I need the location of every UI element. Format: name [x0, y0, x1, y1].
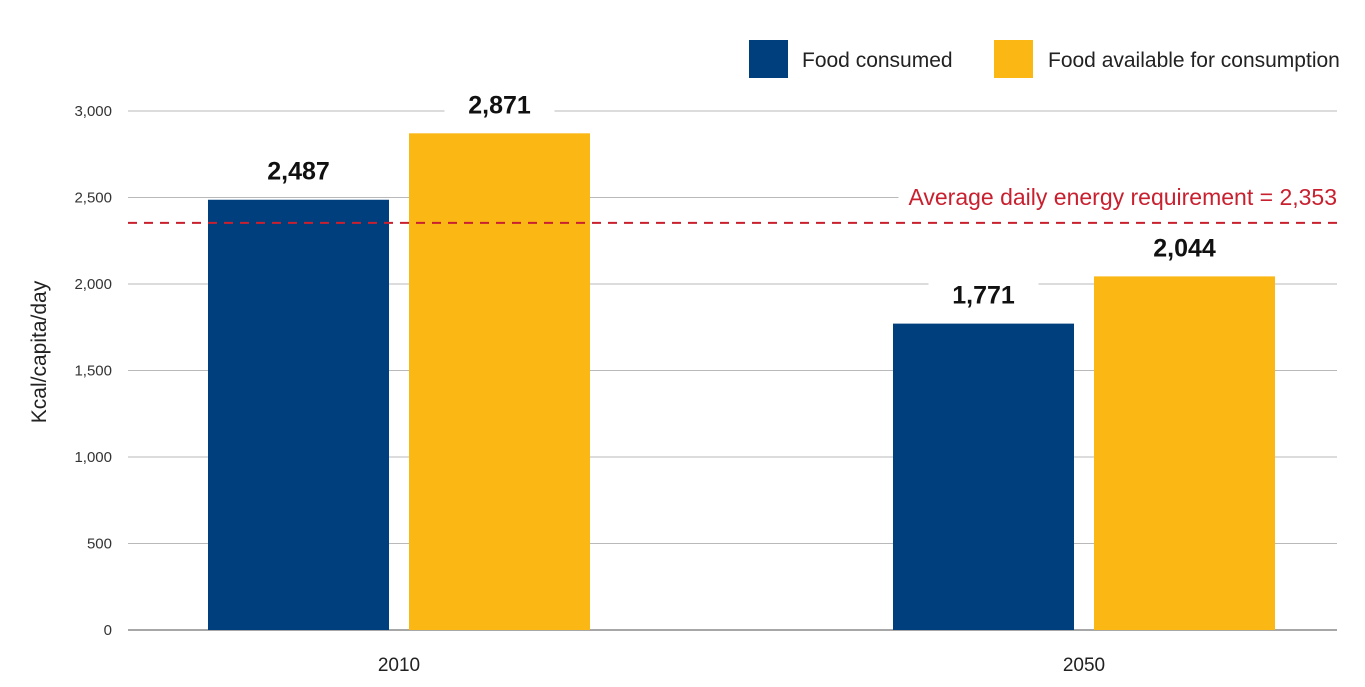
legend-swatch [749, 40, 788, 78]
data-label: 2,487 [267, 158, 330, 186]
data-label-background [444, 86, 555, 123]
data-label-background [1129, 229, 1240, 266]
bar-2010-food-available [409, 133, 590, 630]
y-axis-ticks: 0 500 1,000 1,500 2,000 2,500 3,000 [74, 103, 112, 639]
data-label-background [928, 276, 1039, 313]
y-tick-label: 1,000 [74, 449, 112, 466]
legend-label: Food consumed [802, 49, 953, 72]
data-label: 2,871 [468, 91, 531, 119]
bar-2010-food-consumed [208, 199, 389, 630]
x-category-label: 2050 [1063, 655, 1105, 676]
bar-2050-food-consumed [893, 323, 1074, 630]
x-axis-categories: 2010 2050 [378, 655, 1105, 676]
data-labels: 2,487 2,871 1,771 2,044 [243, 86, 1240, 313]
bar-2050-food-available [1094, 276, 1275, 630]
reference-line-label: Average daily energy requirement = 2,353 [908, 184, 1337, 210]
reference-line-group: Average daily energy requirement = 2,353 [128, 182, 1339, 224]
data-label: 2,044 [1153, 234, 1216, 262]
y-tick-label: 3,000 [74, 103, 112, 120]
data-label: 1,771 [952, 282, 1015, 310]
y-tick-label: 0 [104, 622, 112, 639]
bars [208, 133, 1275, 630]
reference-label-background [898, 182, 1339, 212]
data-label-background [243, 152, 354, 189]
x-category-label: 2010 [378, 655, 420, 676]
legend-label: Food available for consumption [1048, 49, 1340, 72]
y-tick-label: 500 [87, 536, 112, 553]
y-tick-label: 1,500 [74, 363, 112, 380]
legend: Food consumed Food available for consumpt… [749, 40, 1340, 78]
y-axis-title: Kcal/capita/day [28, 280, 51, 423]
y-tick-label: 2,000 [74, 276, 112, 293]
legend-swatch [994, 40, 1033, 78]
y-tick-label: 2,500 [74, 190, 112, 207]
